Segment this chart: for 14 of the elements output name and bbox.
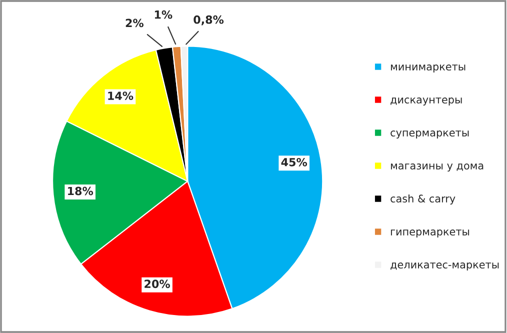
data-label: 14% xyxy=(108,92,134,100)
data-label: 20% xyxy=(144,280,170,288)
legend-label: минимаркеты xyxy=(390,64,466,73)
data-label: 45% xyxy=(281,158,308,166)
data-label: 18% xyxy=(68,186,94,196)
legend-label: супермаркеты xyxy=(390,130,469,139)
data-label: 1% xyxy=(154,10,172,19)
legend-label: дискаунтеры xyxy=(390,98,462,106)
legend-label: магазины у дома xyxy=(390,164,484,172)
data-label: 0,8% xyxy=(194,15,224,26)
data-label: 2% xyxy=(126,18,144,28)
legend-label: деликатес-маркеты xyxy=(390,262,499,271)
legend-label: cash & carry xyxy=(390,194,456,205)
legend-label: гипермаркеты xyxy=(390,230,470,238)
